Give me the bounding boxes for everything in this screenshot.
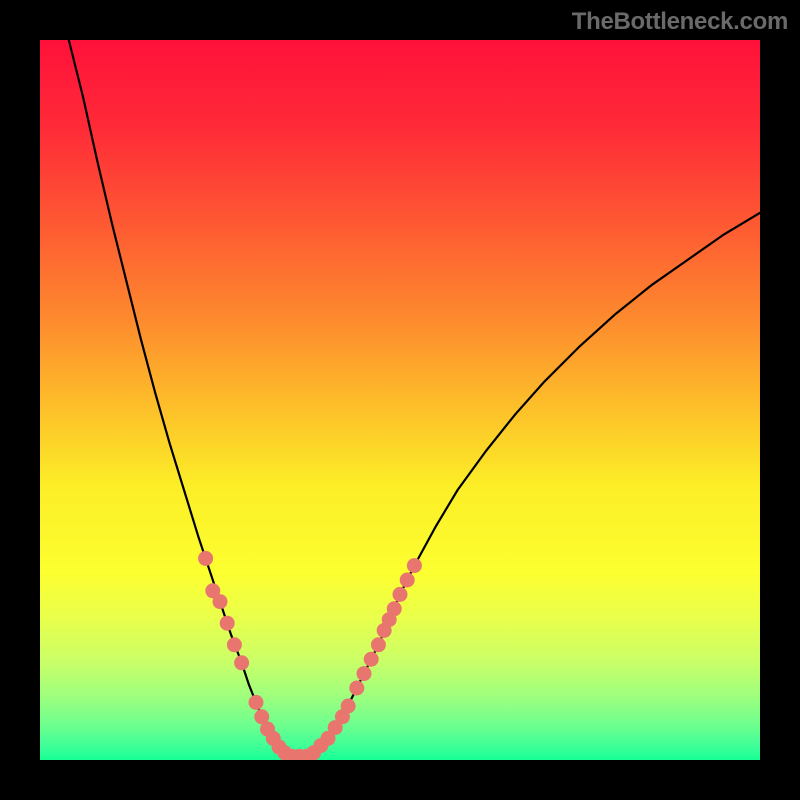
data-marker (400, 573, 414, 587)
data-marker (227, 638, 241, 652)
data-marker (235, 656, 249, 670)
data-marker (357, 667, 371, 681)
data-marker (220, 616, 234, 630)
bottleneck-curve (69, 40, 760, 756)
data-marker (387, 602, 401, 616)
data-marker (199, 551, 213, 565)
data-marker (371, 638, 385, 652)
data-marker (407, 559, 421, 573)
figure-root: TheBottleneck.com (0, 0, 800, 800)
data-marker (393, 587, 407, 601)
plot-svg (40, 40, 760, 760)
data-marker (364, 652, 378, 666)
data-marker (249, 695, 263, 709)
watermark-text: TheBottleneck.com (572, 8, 788, 36)
data-marker (213, 595, 227, 609)
data-marker (341, 699, 355, 713)
plot-area (40, 40, 760, 760)
data-marker (350, 681, 364, 695)
